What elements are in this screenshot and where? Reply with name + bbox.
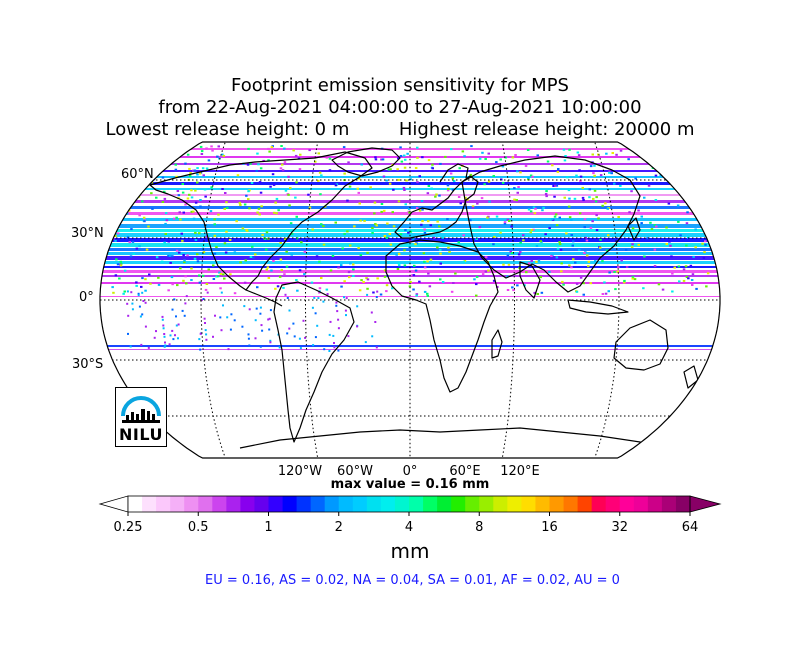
title-line-3: Lowest release height: 0 m Highest relea…: [0, 119, 800, 141]
graticule: [100, 142, 720, 458]
colorbar-segment: [240, 496, 255, 512]
colorbar-segment: [423, 496, 438, 512]
coastlines: [149, 147, 699, 449]
colorbar-segment: [268, 496, 283, 512]
lon-label-60w: 60°W: [337, 464, 373, 479]
colorbar-segment: [605, 496, 621, 512]
colorbar-segment: [282, 496, 297, 512]
colorbar-segment: [156, 496, 171, 512]
colorbar-tick-label: 4: [404, 520, 414, 535]
lon-label-60e: 60°E: [449, 464, 481, 479]
coast-europe: [394, 175, 479, 239]
coast-india: [519, 261, 541, 299]
coast-antarctica: [239, 427, 661, 449]
coast-north-america: [149, 151, 373, 291]
colorbar-segment: [563, 496, 578, 512]
colorbar-segment: [493, 496, 508, 512]
lat-label-equator: 0°: [79, 290, 94, 305]
colorbar-segment: [437, 496, 452, 512]
coast-central-america: [245, 289, 283, 307]
colorbar-tick-label: 8: [475, 520, 484, 535]
title-line-1: Footprint emission sensitivity for MPS: [231, 75, 569, 96]
colorbar-segment: [409, 496, 424, 512]
max-value-label: max value = 0.16 mm: [330, 477, 490, 492]
colorbar-tick-label: 1: [264, 520, 273, 535]
colorbar-segment: [465, 496, 480, 512]
lat-label-30s: 30°S: [72, 357, 104, 372]
map-boundary: [99, 141, 721, 459]
colorbar-segment: [324, 496, 340, 512]
coast-africa: [385, 239, 499, 393]
colorbar-segment: [661, 496, 677, 512]
colorbar-segment: [338, 496, 354, 512]
colorbar-segment: [296, 496, 312, 512]
lat-label-30n: 30°N: [71, 226, 104, 241]
colorbar-segment: [352, 496, 368, 512]
colorbar-segment: [535, 496, 550, 512]
colorbar-segment: [212, 496, 227, 512]
coast-madagascar: [491, 329, 503, 359]
coast-asia: [461, 155, 641, 293]
colorbar-tick-label: 64: [681, 520, 699, 535]
colorbar: [98, 495, 722, 516]
colorbar-segment: [128, 496, 143, 512]
coast-australia: [613, 319, 669, 371]
colorbar-segment: [633, 496, 649, 512]
lowest-release-height: Lowest release height: 0 m: [105, 119, 350, 140]
colorbar-unit-label: mm: [390, 539, 430, 563]
colorbar-segment: [619, 496, 635, 512]
colorbar-segment: [675, 496, 691, 512]
colorbar-segment: [170, 496, 185, 512]
lon-label-0: 0°: [402, 464, 418, 479]
colorbar-segment: [507, 496, 522, 512]
colorbar-segment: [198, 496, 213, 512]
lat-label-60n: 60°N: [121, 167, 154, 182]
coast-indonesia: [567, 299, 629, 315]
lon-label-120e: 120°E: [500, 464, 540, 479]
colorbar-segment: [451, 496, 466, 512]
colorbar-segment: [647, 496, 663, 512]
colorbar-segment: [142, 496, 157, 512]
highest-release-height: Highest release height: 20000 m: [398, 119, 695, 140]
lon-label-120w: 120°W: [277, 464, 323, 479]
colorbar-segment: [479, 496, 494, 512]
colorbar-segment: [380, 496, 396, 512]
colorbar-segment: [366, 496, 382, 512]
coast-scandinavia: [439, 163, 469, 183]
coast-south-america: [273, 281, 355, 443]
colorbar-segment: [184, 496, 199, 512]
colorbar-segment: [577, 496, 593, 512]
colorbar-tick-label: 0.5: [187, 520, 209, 535]
colorbar-tick-label: 0.25: [113, 520, 143, 535]
coast-new-zealand: [683, 365, 699, 389]
colorbar-segment: [226, 496, 241, 512]
coast-japan: [627, 217, 641, 241]
region-values: EU = 0.16, AS = 0.02, NA = 0.04, SA = 0.…: [205, 573, 620, 588]
coast-greenland: [331, 147, 401, 177]
colorbar-segment: [521, 496, 536, 512]
colorbar-tick-label: 16: [541, 520, 558, 535]
colorbar-segment: [394, 496, 410, 512]
colorbar-segment: [310, 496, 326, 512]
colorbar-tick-label: 32: [611, 520, 629, 535]
colorbar-segment: [549, 496, 564, 512]
nilu-logo: NILU: [115, 387, 167, 447]
colorbar-segment: [591, 496, 607, 512]
colorbar-segment: [254, 496, 269, 512]
title-line-2: from 22-Aug-2021 04:00:00 to 27-Aug-2021…: [158, 97, 642, 118]
nilu-logo-mark: [121, 396, 161, 423]
nilu-logo-text: NILU: [119, 425, 163, 444]
colorbar-tick-label: 2: [334, 520, 343, 535]
